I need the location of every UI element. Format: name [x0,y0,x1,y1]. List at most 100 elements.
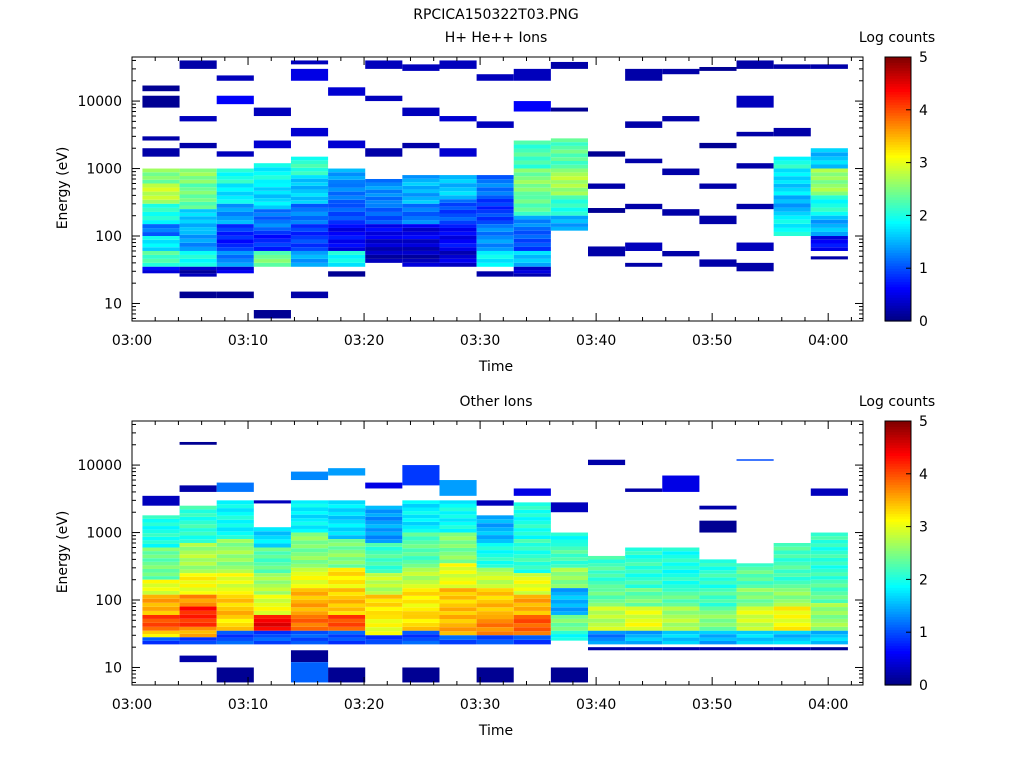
heatmap-cell [290,156,329,161]
heatmap-cell [625,577,663,581]
heatmap-cell [290,471,329,481]
heatmap-cell [625,242,663,251]
heatmap-cell [513,539,551,543]
colorbar-strip [885,677,911,681]
heatmap-cell [290,250,329,255]
heatmap-cell [290,227,329,232]
colorbar-strip [885,479,911,483]
heatmap-cell [550,153,588,158]
colorbar-strip [885,661,911,665]
heatmap-cell [439,573,477,578]
heatmap-cell [328,220,366,225]
colorbar-strip [885,436,911,441]
figure-title: RPCICA150322T03.PNG [413,7,578,23]
heatmap-cell [513,273,551,277]
colorbar-strip [885,450,911,454]
heatmap-cell [810,187,848,192]
heatmap-cell [736,581,774,585]
heatmap-cell [588,559,626,564]
heatmap-cell [550,138,588,143]
heatmap-cell [736,614,774,619]
heatmap-cell [439,199,477,203]
colorbar-strip [885,626,911,631]
heatmap-cell [550,157,588,161]
heatmap-cell [216,95,254,105]
colorbar-strip [885,239,911,243]
colorbar-strip [885,175,911,180]
heatmap-cell [513,561,551,566]
heatmap-cell [365,520,403,525]
heatmap-cell [328,595,366,600]
heatmap-cell [402,637,440,641]
heatmap-cell [476,227,514,232]
heatmap-cell [439,247,477,251]
heatmap-cell [810,565,848,569]
heatmap-cell [736,95,774,108]
colorbar-strip [885,260,911,264]
colorbar-strip [885,473,911,478]
heatmap-cell [476,611,514,615]
heatmap-cell [699,614,737,619]
heatmap-cell [773,599,811,603]
heatmap-cell [253,140,291,149]
heatmap-cell [550,626,588,631]
heatmap-cell [290,185,329,190]
heatmap-cell [402,580,440,585]
heatmap-cell [216,598,254,603]
heatmap-cell [588,599,626,603]
heatmap-cell [290,630,329,635]
x-tick-label: 03:10 [228,697,268,713]
heatmap-cell [513,594,551,599]
heatmap-cell [513,262,551,267]
heatmap-cell [810,215,848,220]
heatmap-cell [550,599,588,604]
heatmap-cell [439,555,477,560]
heatmap-cell [513,513,551,518]
colorbar-strip [885,178,911,182]
heatmap-cell [550,564,588,568]
heatmap-cell [179,60,217,69]
heatmap-cell [550,667,588,683]
heatmap-cell [365,516,403,521]
heatmap-cell [328,191,366,196]
heatmap-cell [179,179,217,184]
heatmap-cell [773,64,811,69]
heatmap-cell [773,172,811,177]
colorbar-strip [885,494,911,499]
heatmap-cell [253,310,291,319]
colorbar-strip [885,141,911,145]
heatmap-cell [290,614,329,619]
heatmap-cell [365,573,403,577]
heatmap-cell [476,531,514,536]
heatmap-cell [179,205,217,210]
x-tick-label: 03:10 [228,333,268,349]
heatmap-cell [550,149,588,154]
heatmap-cell [439,258,477,263]
heatmap-cell [365,207,403,212]
heatmap-cell [253,580,291,584]
heatmap-cell [439,224,477,228]
heatmap-cell [662,640,700,645]
colorbar-strip [885,146,911,150]
heatmap-cell [290,291,329,299]
colorbar-strip [885,78,911,82]
heatmap-cell [365,178,403,183]
heatmap-cell [513,520,551,525]
colorbar-strip [885,613,911,617]
heatmap-cell [550,560,588,565]
colorbar-strip [885,568,911,573]
colorbar-strip [885,671,911,676]
heatmap-cell [662,580,700,585]
heatmap-cell [513,180,551,184]
heatmap-cell [290,239,329,244]
colorbar-frame [884,56,912,322]
heatmap-cell [810,231,848,237]
heatmap-cell [365,235,403,240]
heatmap-cell [216,199,254,204]
heatmap-cell [439,507,477,512]
heatmap-cell [253,610,291,615]
heatmap-cell [513,266,551,271]
heatmap-cell [290,575,329,581]
heatmap-cell [662,626,700,631]
heatmap-cell [402,552,440,557]
